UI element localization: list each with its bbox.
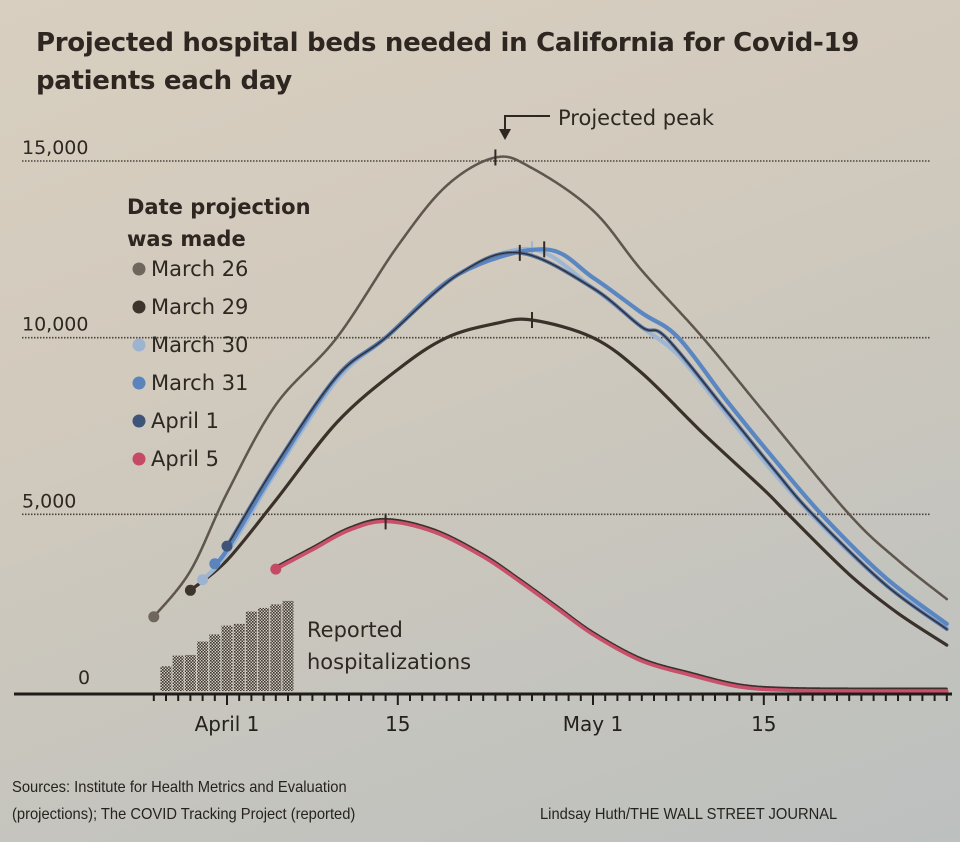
legend-label: April 5 (151, 447, 219, 471)
legend-swatch (132, 376, 146, 390)
legend-swatch (132, 338, 146, 352)
reported-bar (233, 623, 245, 691)
gridlines (22, 160, 930, 516)
projection-lines (148, 149, 949, 693)
sources-line2: (projections); The COVID Tracking Projec… (12, 806, 356, 823)
legend-title-line1: Date projection (127, 195, 311, 219)
series-line (200, 246, 949, 630)
reported-bar (258, 607, 270, 691)
reported-bar (209, 634, 221, 691)
legend-swatch (132, 414, 146, 428)
legend-label: March 31 (151, 371, 248, 395)
y-tick-label: 0 (78, 667, 90, 689)
series-march-31 (209, 241, 949, 626)
y-tick-label: 5,000 (22, 490, 76, 512)
reported-bar (184, 654, 196, 691)
y-tick-label: 10,000 (22, 314, 88, 336)
series-march-26 (148, 149, 949, 623)
series-start-marker (148, 611, 160, 623)
arrow-down-icon (499, 129, 511, 140)
series-line (226, 251, 948, 630)
y-axis-labels: 0 5,000 10,000 15,000 (22, 137, 90, 689)
projected-peak-label: Projected peak (558, 106, 715, 130)
series-start-marker (221, 540, 233, 552)
legend-label: March 30 (151, 333, 248, 357)
series-april-5 (270, 513, 949, 693)
series-line (274, 519, 949, 693)
legend-item: April 5 (132, 447, 219, 471)
series-start-marker (197, 574, 209, 586)
series-start-marker (184, 584, 196, 596)
x-tick-label: May 1 (563, 712, 623, 736)
reported-bar (245, 611, 257, 691)
reported-bar (221, 625, 233, 691)
credit-line: Lindsay Huth/THE WALL STREET JOURNAL (540, 806, 838, 823)
series-line (188, 317, 949, 647)
x-axis-labels: April 1 15 May 1 15 (195, 712, 777, 736)
reported-label-line1: Reported (307, 618, 403, 642)
reported-bar (270, 604, 282, 691)
x-tick-label: April 1 (195, 712, 260, 736)
reported-label-line2: hospitalizations (307, 650, 471, 674)
reported-hospitalizations-bars (160, 600, 294, 691)
legend-item: March 29 (132, 295, 248, 319)
legend-label: April 1 (151, 409, 219, 433)
legend-swatch (132, 452, 146, 466)
legend-swatch (132, 262, 146, 276)
reported-bar (160, 666, 172, 691)
legend-item: March 31 (132, 371, 248, 395)
series-start-marker (209, 558, 221, 570)
sources-note: Sources: Institute for Health Metrics an… (12, 774, 490, 828)
legend-label: March 26 (151, 257, 248, 281)
series-march-30 (197, 241, 949, 630)
series-april-1 (221, 244, 949, 631)
chart-title: Projected hospital beds needed in Califo… (36, 24, 916, 100)
x-tick-label: 15 (751, 712, 776, 736)
legend: Date projection was made March 26 March 2… (127, 195, 311, 471)
sources-line1: Sources: Institute for Health Metrics an… (12, 779, 347, 796)
legend-swatch (132, 300, 146, 314)
series-start-marker (270, 563, 282, 575)
chart-title-line1: Projected hospital beds needed in Califo… (36, 28, 860, 58)
series-line (152, 155, 949, 619)
reported-bar (197, 641, 209, 691)
x-tick-label: 15 (385, 712, 410, 736)
legend-label: March 29 (151, 295, 248, 319)
series-line (225, 250, 949, 631)
reported-bar (172, 655, 184, 691)
reported-bar (282, 600, 294, 691)
annotation-leader-line (504, 115, 550, 132)
chart-title-line2: patients each day (36, 66, 292, 96)
series-march-29 (184, 312, 949, 647)
legend-item: March 26 (132, 257, 248, 281)
legend-item: March 30 (132, 333, 248, 357)
projected-peak-annotation: Projected peak (499, 106, 715, 140)
x-axis (14, 692, 952, 705)
y-tick-label: 15,000 (22, 137, 88, 159)
legend-item: April 1 (132, 409, 219, 433)
legend-title-line2: was made (127, 227, 246, 251)
